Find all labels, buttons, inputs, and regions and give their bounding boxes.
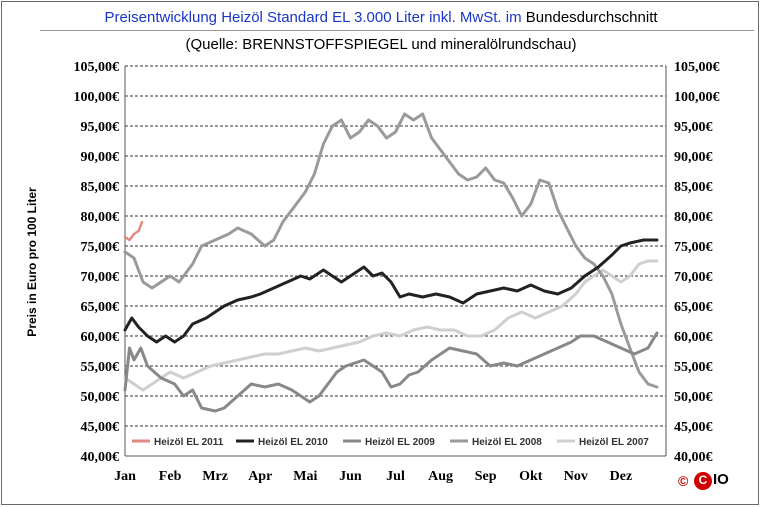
- x-tick-label: Mai: [293, 469, 317, 484]
- x-tick-label: Aug: [428, 469, 453, 484]
- legend-label: Heizöl EL 2008: [472, 437, 542, 448]
- y-axis-left: 40,00€ 45,00€ 50,00€ 55,00€ 60,00€ 65,00€ 70,0…: [74, 60, 120, 465]
- y-tick-label-right: 75,00€: [674, 240, 713, 255]
- logo-ball-icon: C: [694, 472, 712, 490]
- gridlines: [124, 65, 667, 457]
- y-tick-label-right: 65,00€: [674, 300, 713, 315]
- series-lines: [123, 112, 659, 413]
- y-tick-label-right: 100,00€: [674, 90, 720, 105]
- x-tick-label: Dez: [610, 469, 633, 484]
- y-tick-label-right: 70,00€: [674, 270, 713, 285]
- x-tick-label: Sep: [475, 469, 497, 484]
- x-tick-label: Okt: [519, 469, 543, 484]
- x-tick-label: Mrz: [202, 469, 228, 484]
- y-tick-label-left: 90,00€: [81, 150, 120, 165]
- title-divider: [40, 30, 754, 31]
- legend-label: Heizöl EL 2009: [365, 437, 435, 448]
- x-tick-label: Nov: [564, 469, 588, 484]
- y-tick-label-right: 45,00€: [674, 420, 713, 435]
- legend-label: Heizöl EL 2011: [154, 437, 224, 448]
- y-tick-label-left: 95,00€: [81, 120, 120, 135]
- y-tick-label-right: 105,00€: [674, 60, 720, 75]
- y-tick-label-left: 75,00€: [81, 240, 120, 255]
- y-axis-right: 40,00€ 45,00€ 50,00€ 55,00€ 60,00€ 65,00€ 70,0…: [674, 60, 720, 465]
- legend: Heizöl EL 2011 Heizöl EL 2010 Heizöl EL 20…: [132, 437, 649, 448]
- x-tick-label: Feb: [159, 469, 182, 484]
- series-line-heizöl-el-2011: [123, 220, 144, 242]
- series-line-heizöl-el-2007: [123, 259, 659, 392]
- y-tick-label-left: 40,00€: [81, 450, 120, 465]
- series-line-heizöl-el-2010: [123, 238, 659, 344]
- y-tick-label-right: 85,00€: [674, 180, 713, 195]
- y-tick-label-left: 80,00€: [81, 210, 120, 225]
- series-line-heizöl-el-2008: [123, 112, 659, 389]
- x-tick-label: Jul: [386, 469, 405, 484]
- x-tick-label: Jun: [339, 469, 362, 484]
- chart-title: Preisentwicklung Heizöl Standard EL 3.00…: [104, 9, 658, 26]
- y-tick-label-right: 55,00€: [674, 360, 713, 375]
- y-tick-label-left: 55,00€: [81, 360, 120, 375]
- y-tick-label-right: 80,00€: [674, 210, 713, 225]
- y-tick-label-right: 90,00€: [674, 150, 713, 165]
- x-tick-label: Apr: [248, 469, 272, 484]
- y-tick-label-left: 45,00€: [81, 420, 120, 435]
- y-axis-label: Preis in Euro pro 100 Liter: [25, 187, 39, 337]
- y-tick-label-left: 105,00€: [74, 60, 120, 75]
- y-tick-label-right: 60,00€: [674, 330, 713, 345]
- y-tick-label-right: 50,00€: [674, 390, 713, 405]
- y-tick-label-left: 60,00€: [81, 330, 120, 345]
- x-axis: Jan Feb Mrz Apr Mai Jun Jul Aug Sep Okt Nov Dez: [114, 469, 632, 484]
- legend-label: Heizöl EL 2010: [258, 437, 328, 448]
- logo-text: IO: [713, 471, 729, 488]
- y-tick-label-right: 40,00€: [674, 450, 713, 465]
- x-tick-label: Jan: [114, 469, 136, 484]
- y-tick-label-left: 65,00€: [81, 300, 120, 315]
- y-tick-label-left: 85,00€: [81, 180, 120, 195]
- legend-label: Heizöl EL 2007: [579, 437, 649, 448]
- y-tick-label-left: 100,00€: [74, 90, 120, 105]
- copyright-symbol: ©: [678, 473, 689, 489]
- chart-subtitle: (Quelle: BRENNSTOFFSPIEGEL und mineralöl…: [185, 36, 577, 53]
- cio-logo: © C IO: [678, 471, 738, 492]
- series-line-heizöl-el-2009: [123, 331, 659, 413]
- y-tick-label-left: 50,00€: [81, 390, 120, 405]
- y-tick-label-right: 95,00€: [674, 120, 713, 135]
- y-tick-label-left: 70,00€: [81, 270, 120, 285]
